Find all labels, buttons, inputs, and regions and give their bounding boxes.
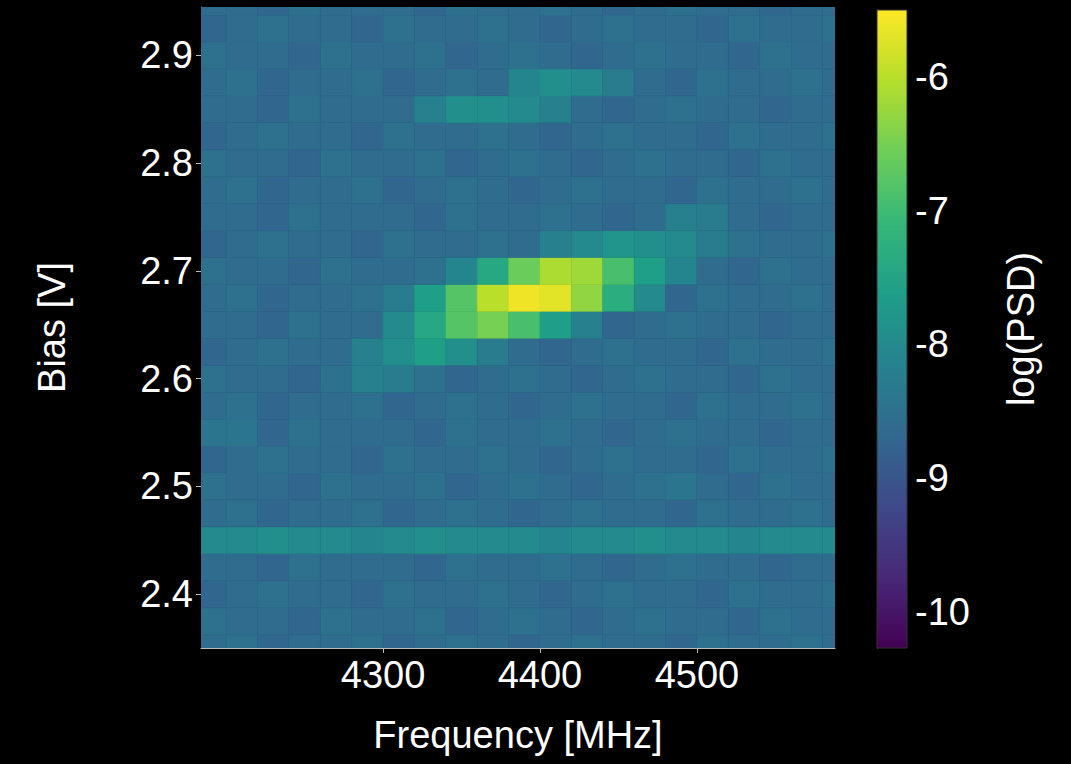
svg-text:-10: -10 [915, 591, 970, 633]
svg-text:4400: 4400 [498, 654, 583, 696]
svg-text:2.4: 2.4 [140, 573, 193, 615]
svg-text:2.6: 2.6 [140, 358, 193, 400]
svg-text:-7: -7 [915, 190, 949, 232]
svg-text:-9: -9 [915, 457, 949, 499]
svg-text:Bias [V]: Bias [V] [31, 262, 73, 393]
svg-text:4300: 4300 [341, 654, 426, 696]
svg-text:2.8: 2.8 [140, 142, 193, 184]
svg-text:2.7: 2.7 [140, 250, 193, 292]
svg-text:4500: 4500 [655, 654, 740, 696]
svg-text:2.5: 2.5 [140, 465, 193, 507]
svg-text:Frequency [MHz]: Frequency [MHz] [373, 714, 662, 756]
svg-text:2.9: 2.9 [140, 34, 193, 76]
svg-text:-6: -6 [915, 56, 949, 98]
svg-text:-8: -8 [915, 323, 949, 365]
svg-text:log(PSD): log(PSD) [1000, 252, 1042, 406]
